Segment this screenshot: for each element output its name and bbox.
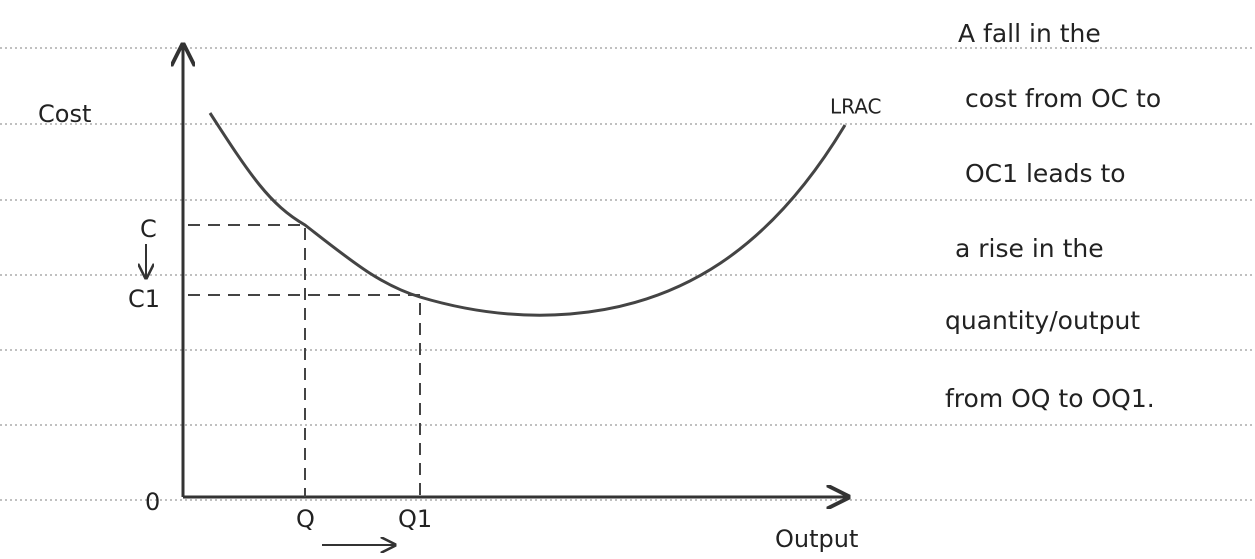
output-label: Q <box>296 505 315 533</box>
page: {"diagram": { "y_axis_label": "Cost", "x… <box>0 0 1255 559</box>
note-line: quantity/output <box>945 306 1140 335</box>
x-axis-label: Output <box>775 525 858 553</box>
note-line: OC1 leads to <box>965 159 1126 188</box>
ruled-lines <box>0 48 1255 500</box>
note-line: from OQ to OQ1. <box>945 384 1155 413</box>
note-line: cost from OC to <box>965 84 1161 113</box>
origin-label: 0 <box>145 488 160 516</box>
cost-label: C <box>140 215 157 243</box>
output-label: Q1 <box>398 505 432 533</box>
note-line: A fall in the <box>958 19 1101 48</box>
diagram: Cost Output 0 LRAC C C1 Q Q1 A fall in t… <box>0 0 1255 559</box>
lrac-curve <box>210 113 845 315</box>
guide-c <box>188 225 305 497</box>
y-axis-label: Cost <box>38 100 91 128</box>
note-line: a rise in the <box>955 234 1104 263</box>
curve-label: LRAC <box>830 95 882 119</box>
cost-label: C1 <box>128 285 160 313</box>
